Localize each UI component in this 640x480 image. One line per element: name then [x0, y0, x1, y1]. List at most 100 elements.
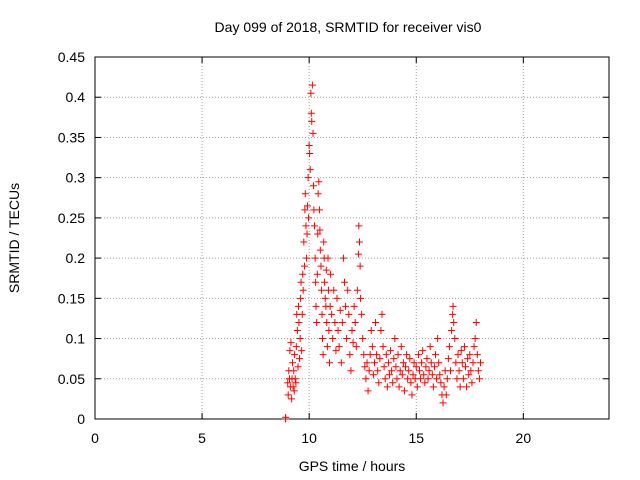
data-point — [330, 286, 338, 294]
x-tick-label: 15 — [408, 430, 424, 446]
data-point — [309, 129, 317, 137]
data-point — [355, 238, 363, 246]
data-point — [335, 343, 343, 351]
data-point — [286, 347, 294, 355]
data-point — [454, 351, 462, 359]
data-point — [299, 286, 307, 294]
data-point — [294, 363, 302, 371]
data-point — [356, 262, 364, 270]
data-point — [323, 343, 331, 351]
data-point — [320, 238, 328, 246]
data-point — [322, 266, 330, 274]
data-point — [426, 343, 434, 351]
data-point — [327, 270, 335, 278]
data-point — [425, 367, 433, 375]
x-tick-label: 5 — [198, 430, 206, 446]
data-point — [447, 367, 455, 375]
data-point — [474, 367, 482, 375]
data-point — [308, 81, 316, 89]
data-point — [357, 294, 365, 302]
data-point — [287, 339, 295, 347]
data-point — [429, 383, 437, 391]
data-point — [436, 371, 444, 379]
data-point — [393, 375, 401, 383]
data-point — [451, 335, 459, 343]
data-point — [353, 286, 361, 294]
data-point — [465, 371, 473, 379]
y-tick-label: 0 — [77, 411, 85, 427]
data-point — [332, 347, 340, 355]
data-point — [383, 383, 391, 391]
plot-frame — [94, 56, 610, 420]
x-tick-label: 10 — [301, 430, 317, 446]
data-point — [334, 327, 342, 335]
y-axis-label: SRMTID / TECUs — [6, 183, 22, 293]
data-point — [288, 359, 296, 367]
data-point — [352, 343, 360, 351]
data-point — [394, 351, 402, 359]
data-point — [297, 294, 305, 302]
data-point — [424, 375, 432, 383]
data-point — [427, 359, 435, 367]
data-point — [339, 254, 347, 262]
data-point — [343, 335, 351, 343]
data-point — [362, 375, 370, 383]
data-point — [355, 222, 363, 230]
data-point — [367, 327, 375, 335]
data-point — [312, 278, 320, 286]
data-point — [428, 371, 436, 379]
data-point — [326, 359, 334, 367]
data-point — [314, 230, 322, 238]
y-tick-label: 0.25 — [58, 210, 85, 226]
data-point — [317, 262, 325, 270]
data-point — [291, 375, 299, 383]
data-point — [408, 391, 416, 399]
data-point — [315, 178, 323, 186]
data-point — [301, 190, 309, 198]
data-point — [417, 375, 425, 383]
axis-ticks: 0 0.05 0.1 0.15 0.2 0.25 0.3 0.35 0.4 0.45 0 5 10 15 2… — [58, 49, 609, 446]
data-point — [326, 302, 334, 310]
y-tick-label: 0.05 — [58, 371, 85, 387]
data-point — [325, 327, 333, 335]
data-point — [323, 318, 331, 326]
data-point — [464, 355, 472, 363]
data-point — [444, 355, 452, 363]
data-point — [412, 363, 420, 371]
data-point — [453, 375, 461, 383]
data-point — [288, 395, 296, 403]
data-point — [321, 294, 329, 302]
data-point — [359, 335, 367, 343]
data-point — [301, 206, 309, 214]
data-point — [466, 351, 474, 359]
data-point — [290, 367, 298, 375]
data-point — [341, 278, 349, 286]
data-point — [299, 270, 307, 278]
data-point — [311, 254, 319, 262]
data-point — [413, 383, 421, 391]
data-point — [303, 230, 311, 238]
data-point — [415, 367, 423, 375]
data-point — [316, 246, 324, 254]
data-point — [435, 359, 443, 367]
data-point — [377, 327, 385, 335]
data-point — [363, 359, 371, 367]
data-point — [379, 343, 387, 351]
data-point — [303, 202, 311, 210]
data-point — [295, 318, 303, 326]
data-point — [311, 222, 319, 230]
data-point — [309, 182, 317, 190]
data-point — [358, 310, 366, 318]
data-point — [308, 117, 316, 125]
data-point — [296, 355, 304, 363]
data-point — [463, 383, 471, 391]
y-tick-label: 0.35 — [58, 129, 85, 145]
data-point — [369, 371, 377, 379]
data-point — [432, 351, 440, 359]
data-point — [449, 310, 457, 318]
data-point — [296, 335, 304, 343]
data-point — [307, 109, 315, 117]
data-point — [392, 363, 400, 371]
data-point — [475, 375, 483, 383]
